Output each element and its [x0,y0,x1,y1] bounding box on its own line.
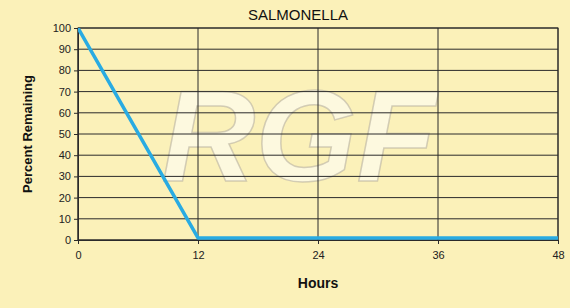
tick: 90 [59,43,78,55]
tick: 70 [59,86,78,98]
tick: 36 [432,240,444,261]
grid-line [198,28,199,240]
tick: 0 [75,240,81,261]
tick-label: 10 [59,213,71,225]
tick-label: 36 [432,249,444,261]
tick-label: 20 [59,192,71,204]
tick: 40 [59,149,78,161]
tick-label: 0 [65,234,71,246]
tick: 24 [312,240,324,261]
background [0,0,570,308]
tick-mark [74,176,78,177]
tick: 20 [59,192,78,204]
grid-line [438,28,439,240]
tick: 100 [53,22,78,34]
tick-mark [74,155,78,156]
tick-label: 100 [53,22,71,34]
x-axis-title: Hours [298,275,339,291]
tick-label: 90 [59,43,71,55]
title: SALMONELLA [248,6,348,23]
tick: 50 [59,128,78,140]
tick-mark [318,240,319,244]
tick: 10 [59,213,78,225]
tick-label: 60 [59,107,71,119]
tick-label: 30 [59,170,71,182]
tick-mark [74,28,78,29]
tick-label: 50 [59,128,71,140]
tick-mark [78,240,79,244]
tick-mark [74,219,78,220]
tick-label: 48 [552,249,564,261]
tick: 80 [59,64,78,76]
plot-area [78,28,558,238]
tick-label: 24 [312,249,324,261]
watermark: RGF [162,63,440,209]
tick: 30 [59,170,78,182]
tick-mark [74,70,78,71]
tick-label: 40 [59,149,71,161]
tick-label: 12 [192,249,204,261]
plot-frame [78,28,558,240]
tick-mark [438,240,439,244]
tick-mark [74,134,78,135]
tick-mark [74,92,78,93]
data-line [78,28,558,238]
y-axis: 0 10 20 30 40 50 60 70 80 90 100 [53,22,79,246]
tick-label: 0 [75,249,81,261]
tick-label: 80 [59,64,71,76]
tick-mark [74,49,78,50]
tick-mark [198,240,199,244]
tick: 60 [59,107,78,119]
tick-label: 70 [59,86,71,98]
tick-mark [74,240,78,241]
tick-mark [74,113,78,114]
y-axis-title: Percent Remaining [20,75,35,193]
axis-line [78,29,79,241]
grid [78,28,558,240]
tick-mark [558,240,559,244]
tick: 12 [192,240,204,261]
x-axis: 0 12 24 36 48 [75,240,564,261]
chart: RGF 0 12 24 36 48 0 10 20 30 40 50 60 70 80 90 100 SALMON… [0,0,570,308]
tick: 0 [65,234,78,246]
grid-line [318,28,319,240]
tick-mark [74,198,78,199]
tick: 48 [552,240,564,261]
